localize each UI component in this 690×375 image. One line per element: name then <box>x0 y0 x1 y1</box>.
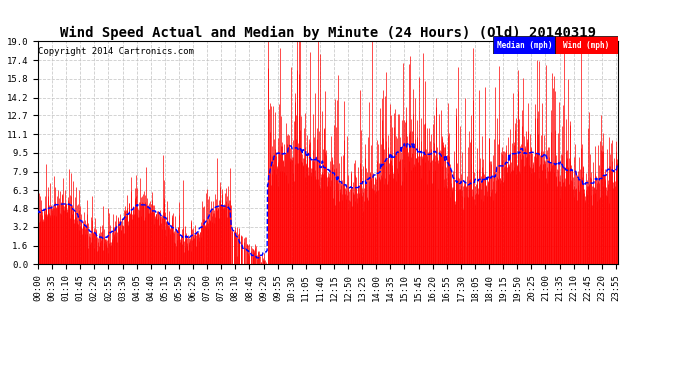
Bar <box>555 36 618 54</box>
Text: Wind (mph): Wind (mph) <box>563 41 610 50</box>
Title: Wind Speed Actual and Median by Minute (24 Hours) (Old) 20140319: Wind Speed Actual and Median by Minute (… <box>60 26 595 40</box>
Text: Median (mph): Median (mph) <box>497 41 552 50</box>
Bar <box>493 36 555 54</box>
Text: Copyright 2014 Cartronics.com: Copyright 2014 Cartronics.com <box>38 47 194 56</box>
